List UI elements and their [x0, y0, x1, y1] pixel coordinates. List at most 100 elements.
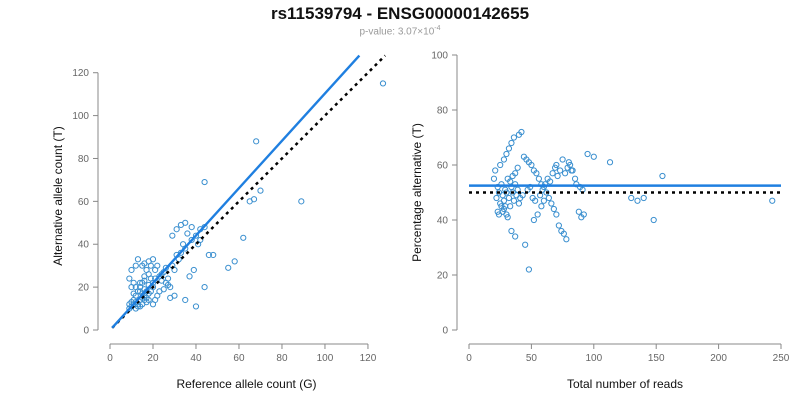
left-x-axis-title: Reference allele count (G) — [176, 377, 316, 391]
left-y-tick-label: 40 — [78, 240, 90, 251]
right-data-point — [535, 175, 542, 182]
right-data-point — [505, 145, 513, 152]
right-data-point — [538, 203, 545, 210]
right-y-tick-label: 20 — [437, 271, 449, 282]
right-data-point — [552, 164, 559, 171]
right-data-point — [659, 172, 666, 180]
right-y-tick-label: 80 — [437, 106, 449, 117]
left-reference-line — [111, 54, 387, 329]
right-data-point — [518, 128, 525, 136]
right-plot: 0 50 100 150 200 250 0 20 40 60 80 100 Total number … — [410, 51, 790, 392]
left-y-tick-label: 0 — [83, 326, 89, 337]
left-data-point — [136, 303, 144, 310]
right-x-tick-label: 0 — [466, 353, 472, 364]
right-data-point — [548, 200, 555, 207]
left-data-point — [132, 262, 139, 269]
left-data-point — [169, 232, 176, 239]
left-data-point — [197, 236, 204, 244]
left-y-tick-label: 20 — [78, 283, 90, 294]
left-plot: 0 20 40 60 80 100 120 0 20 40 60 80 100 120 Reference … — [51, 54, 387, 391]
right-y-tick-label: 40 — [437, 216, 449, 227]
right-data-point — [522, 241, 529, 248]
left-data-point — [205, 251, 212, 259]
right-data-point — [504, 214, 511, 221]
left-data-point — [126, 275, 133, 282]
right-data-point — [508, 227, 515, 235]
right-data-point — [530, 216, 537, 224]
right-data-point — [571, 175, 579, 182]
pvalue-prefix: p-value: — [359, 26, 398, 38]
right-y-axis-title: Percentage alternative (T) — [410, 123, 424, 262]
left-x-tick-label: 20 — [147, 353, 159, 364]
right-data-point — [628, 194, 635, 202]
right-data-point — [769, 197, 776, 204]
left-data-point — [134, 256, 142, 263]
left-data-point — [188, 236, 195, 244]
left-data-point — [379, 80, 387, 87]
right-data-point — [505, 194, 513, 202]
right-data-point — [525, 266, 533, 273]
left-x-tick-label: 80 — [276, 353, 288, 364]
right-data-point — [557, 167, 564, 174]
right-data-point — [634, 197, 641, 204]
left-data-point — [201, 178, 208, 186]
left-data-point — [231, 258, 238, 265]
left-data-point — [147, 262, 154, 269]
right-data-point — [498, 181, 505, 188]
right-data-point — [500, 197, 508, 204]
right-data-point — [514, 164, 521, 171]
right-data-point — [584, 150, 591, 158]
right-data-point — [532, 197, 539, 204]
left-data-point — [210, 251, 217, 259]
right-data-point — [575, 208, 582, 215]
right-data-point — [540, 197, 547, 204]
right-y-tick-label: 0 — [442, 326, 448, 337]
right-y-tick-label: 100 — [431, 51, 448, 62]
right-x-tick-label: 250 — [773, 353, 790, 364]
right-data-point — [492, 167, 499, 174]
right-data-point — [512, 181, 519, 188]
left-data-point — [257, 187, 264, 194]
left-y-tick-label: 60 — [78, 197, 90, 208]
left-data-point — [225, 264, 232, 271]
right-data-point — [539, 186, 546, 193]
left-data-point — [130, 290, 137, 297]
right-data-point — [502, 203, 509, 210]
right-data-point — [507, 203, 514, 210]
right-data-point — [566, 161, 574, 169]
left-data-point — [184, 230, 191, 237]
right-data-point — [553, 211, 560, 218]
right-x-tick-label: 150 — [648, 353, 665, 364]
right-data-point — [555, 222, 562, 229]
right-data-point — [561, 170, 569, 177]
right-data-point — [500, 156, 508, 163]
left-data-point — [182, 296, 189, 304]
left-data-point — [190, 266, 197, 274]
left-y-tick-label: 120 — [72, 68, 89, 79]
right-data-point — [542, 181, 549, 188]
right-x-tick-label: 100 — [585, 353, 602, 364]
right-data-point — [519, 192, 526, 199]
right-data-point — [490, 175, 498, 182]
left-data-point — [149, 256, 157, 263]
left-data-point — [192, 303, 200, 310]
left-data-point — [177, 249, 185, 256]
right-data-point — [528, 161, 535, 169]
right-data-point — [640, 194, 647, 202]
right-data-point — [514, 186, 521, 193]
left-y-tick-label: 80 — [78, 154, 90, 165]
right-data-point — [512, 170, 519, 177]
left-data-point — [164, 275, 172, 282]
right-x-tick-label: 200 — [710, 353, 727, 364]
chart-subtitle: p-value: 3.07×10-4 — [0, 25, 800, 37]
right-data-point — [534, 211, 541, 218]
left-data-point — [192, 232, 200, 239]
left-data-point — [250, 196, 258, 203]
right-y-tick-label: 60 — [437, 161, 449, 172]
right-data-point — [560, 230, 567, 237]
pvalue-mantissa: 3.07×10 — [397, 26, 435, 38]
right-data-point — [508, 139, 515, 147]
right-data-point — [512, 233, 519, 240]
right-data-point — [580, 211, 587, 218]
left-fit-line — [111, 54, 361, 329]
